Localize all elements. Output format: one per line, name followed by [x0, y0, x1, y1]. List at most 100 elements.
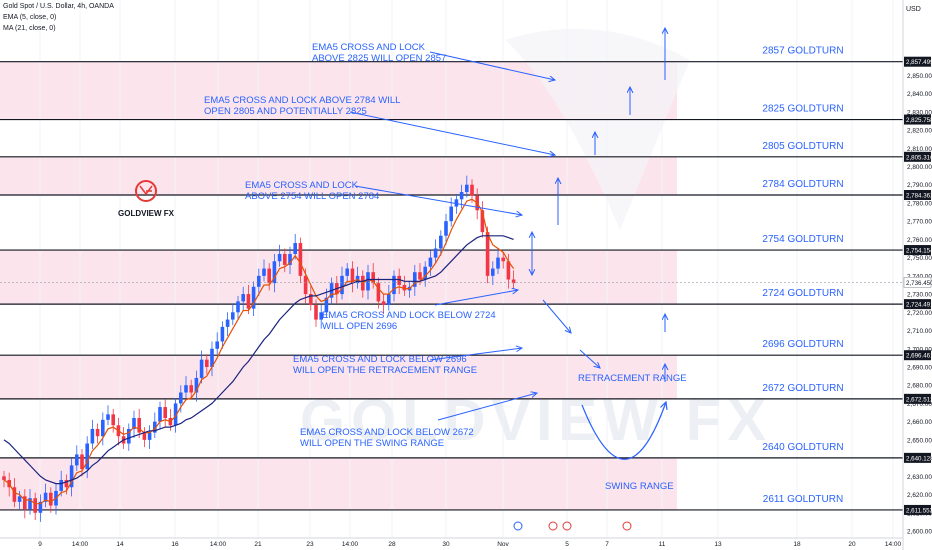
ma-legend[interactable]: MA (21, close, 0) [3, 25, 56, 32]
ema-line [3, 198, 515, 505]
candle-body-29 [153, 421, 157, 433]
candle-body-39 [205, 359, 209, 367]
time-label-16: 20 [848, 541, 856, 548]
price-tag-0: 2,857.499 [906, 59, 932, 66]
candle-body-92 [480, 210, 485, 233]
candle-body-14 [75, 454, 79, 466]
price-tag-bg-1 [904, 114, 931, 125]
candle-body-62 [324, 297, 329, 313]
candle-body-27 [142, 432, 147, 440]
price-tag-bg-6 [904, 299, 931, 310]
time-label-3: 16 [171, 541, 179, 548]
price-tick-2: 2,830.000 [907, 109, 932, 116]
candle-body-88 [459, 192, 464, 200]
candle-body-16 [85, 443, 89, 470]
level-label-6: 2696 GOLDTURN [762, 339, 843, 350]
price-tick-15: 2,700.000 [907, 346, 932, 353]
candle-body-85 [444, 221, 448, 236]
candle-body-86 [449, 206, 453, 222]
price-tag-4: 2,754.154 [906, 248, 932, 255]
price-tick-14: 2,710.000 [907, 328, 932, 335]
goldview-g-logo-icon [135, 180, 157, 202]
annotation-2-line-0: EMA5 CROSS AND LOCK [245, 180, 359, 191]
price-tag-8: 2,672.512 [906, 396, 932, 403]
annotation-5-line-1: WILL OPEN THE SWING RANGE [300, 438, 444, 449]
candle-body-3 [17, 496, 22, 502]
price-tag-7: 2,696.461 [906, 353, 932, 360]
currency-label: USD [906, 6, 921, 13]
price-tag-bg-7 [904, 350, 931, 361]
candle-body-45 [236, 301, 240, 313]
candle-body-60 [314, 305, 318, 320]
candle-body-49 [257, 275, 261, 287]
annotation-0-line-0: EMA5 CROSS AND LOCK [312, 42, 426, 53]
price-tick-20: 2,650.000 [907, 437, 932, 444]
event-flag-icon-0 [513, 521, 523, 531]
pink-zone-1 [0, 156, 677, 196]
candle-body-89 [465, 184, 469, 193]
candle-body-93 [485, 232, 490, 276]
annotation-arrow-0 [429, 51, 555, 80]
price-tick-19: 2,660.000 [907, 419, 932, 426]
price-tag-9: 2,640.128 [906, 455, 932, 462]
annotation-2-line-1: ABOVE 2754 WILL OPEN 2784 [245, 191, 379, 202]
pink-zone-4 [0, 457, 677, 510]
candle-body-40 [210, 348, 214, 367]
candle-body-35 [184, 385, 188, 393]
price-tick-0: 2,850.000 [907, 73, 932, 80]
price-tag-bg-0 [904, 56, 931, 67]
candle-body-83 [433, 248, 438, 258]
candle-body-17 [90, 428, 95, 444]
annotation-3-line-0: EMA5 CROSS AND LOCK BELOW 2724 [322, 310, 496, 321]
time-label-9: 30 [442, 541, 450, 548]
annotation-1-line-1: OPEN 2805 AND POTENTIALLY 2825 [204, 106, 367, 117]
annotation-4-line-1: WILL OPEN THE RETRACEMENT RANGE [293, 365, 477, 376]
candle-body-55 [288, 253, 292, 265]
candle-body-41 [215, 341, 219, 349]
candle-body-42 [220, 326, 225, 342]
price-tick-5: 2,800.000 [907, 164, 932, 171]
time-label-6: 23 [306, 541, 314, 548]
level-label-2: 2805 GOLDTURN [762, 141, 843, 152]
candle-body-0 [2, 476, 6, 480]
time-label-8: 28 [388, 541, 396, 548]
candle-body-90 [470, 184, 474, 196]
time-label-4: 14:00 [210, 541, 227, 548]
candle-body-5 [28, 498, 32, 510]
price-tick-7: 2,780.000 [907, 200, 932, 207]
level-label-0: 2857 GOLDTURN [762, 46, 843, 57]
price-tick-4: 2,810.000 [907, 146, 932, 153]
candle-body-38 [199, 359, 204, 378]
candle-body-61 [319, 312, 323, 320]
price-tick-10: 2,750.000 [907, 255, 932, 262]
level-label-8: 2640 GOLDTURN [762, 442, 843, 453]
ema-legend[interactable]: EMA (5, close, 0) [3, 14, 57, 21]
candle-body-18 [95, 428, 100, 437]
candle-body-54 [283, 253, 287, 265]
price-tick-12: 2,730.000 [907, 292, 932, 299]
annotation-3-line-1: WILL OPEN 2696 [322, 321, 397, 332]
time-label-17: 14:00 [885, 541, 902, 548]
candle-body-81 [423, 266, 427, 280]
logo-text: GOLDVIEW FX [118, 209, 175, 218]
annotation-arrow-5 [437, 393, 537, 421]
annotation-1-line-0: EMA5 CROSS AND LOCK ABOVE 2784 WILL [204, 95, 400, 106]
candle-body-66 [345, 268, 349, 276]
time-label-11: 5 [565, 541, 569, 548]
price-tick-18: 2,670.000 [907, 401, 932, 408]
candle-body-4 [23, 496, 27, 510]
time-label-15: 18 [793, 541, 801, 548]
event-flag-icon-2 [562, 521, 572, 531]
annotation-arrow-3 [434, 290, 518, 306]
price-tick-13: 2,720.000 [907, 310, 932, 317]
candle-body-13 [69, 465, 74, 488]
price-tag-bg-9 [904, 452, 931, 463]
annotation-0-line-1: ABOVE 2825 WILL OPEN 2857 [312, 53, 446, 64]
price-tag-bg-8 [904, 393, 931, 404]
time-label-10: Nov [497, 541, 509, 548]
candle-body-31 [163, 407, 167, 419]
candle-body-33 [173, 403, 178, 426]
price-tag-bg-10 [904, 504, 931, 515]
candle-body-19 [101, 419, 105, 437]
